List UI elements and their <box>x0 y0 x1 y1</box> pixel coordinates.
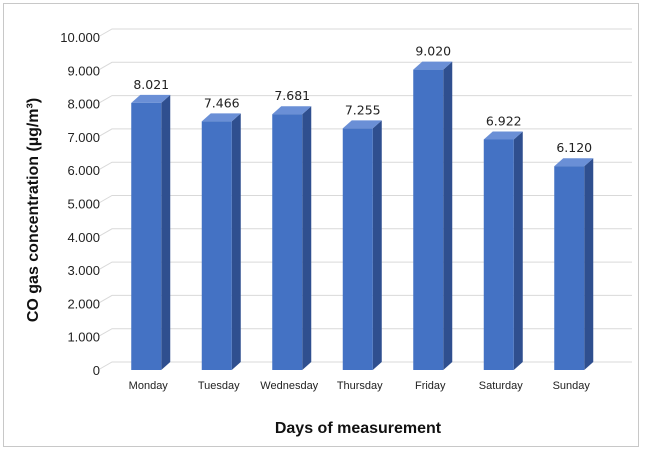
x-tick-label: Saturday <box>479 380 524 392</box>
value-label: 6.922 <box>486 113 522 128</box>
value-label: 7.466 <box>204 95 240 110</box>
gridline <box>97 361 632 371</box>
value-label: 7.681 <box>274 88 310 103</box>
y-tick-label: 5.000 <box>67 197 100 212</box>
gridline <box>97 161 632 171</box>
y-tick-label: 1.000 <box>67 330 100 345</box>
y-axis-label: CO gas concentration (µg/m³) <box>25 98 42 322</box>
y-tick-label: 10.000 <box>60 30 100 45</box>
x-tick-label: Wednesday <box>260 380 318 392</box>
value-labels: 8.021 7.466 7.681 7.255 9.020 6.922 6.120 <box>133 44 592 156</box>
x-tick-label: Friday <box>415 380 446 392</box>
x-axis-label: Days of measurement <box>275 420 442 437</box>
y-tick-label: 7.000 <box>67 130 100 145</box>
gridlines <box>97 28 632 371</box>
bar <box>413 61 453 370</box>
bar <box>342 120 382 370</box>
x-tick-label: Tuesday <box>198 380 240 392</box>
y-tick-labels: 0 1.000 2.000 3.000 4.000 5.000 6.000 7.000 8.00… <box>60 30 100 378</box>
gridline <box>97 28 632 38</box>
x-tick-label: Thursday <box>337 380 383 392</box>
y-tick-label: 4.000 <box>67 230 100 245</box>
gridline <box>97 228 632 238</box>
y-tick-label: 8.000 <box>67 97 100 112</box>
y-tick-label: 3.000 <box>67 263 100 278</box>
x-tick-labels: Monday Tuesday Wednesday Thursday Friday Satu… <box>129 380 591 392</box>
y-tick-label: 2.000 <box>67 296 100 311</box>
value-label: 9.020 <box>415 44 451 59</box>
gridline <box>97 294 632 304</box>
value-label: 6.120 <box>556 140 592 155</box>
y-tick-label: 0 <box>93 363 100 378</box>
chart-frame <box>3 3 639 447</box>
bar <box>483 131 523 370</box>
y-tick-label: 6.000 <box>67 163 100 178</box>
bars <box>131 61 594 371</box>
bar <box>272 106 312 370</box>
gridline <box>97 195 632 204</box>
y-tick-label: 9.000 <box>67 63 100 78</box>
bar <box>131 94 171 371</box>
gridline <box>97 128 632 138</box>
x-tick-label: Sunday <box>553 380 591 392</box>
gridline <box>97 261 632 271</box>
bar <box>201 113 241 370</box>
value-label: 7.255 <box>345 102 381 117</box>
gridline <box>97 95 632 105</box>
gridline <box>97 328 632 338</box>
x-tick-label: Monday <box>129 380 169 392</box>
gridline <box>97 61 632 71</box>
value-label: 8.021 <box>133 77 169 92</box>
bar <box>554 158 594 370</box>
